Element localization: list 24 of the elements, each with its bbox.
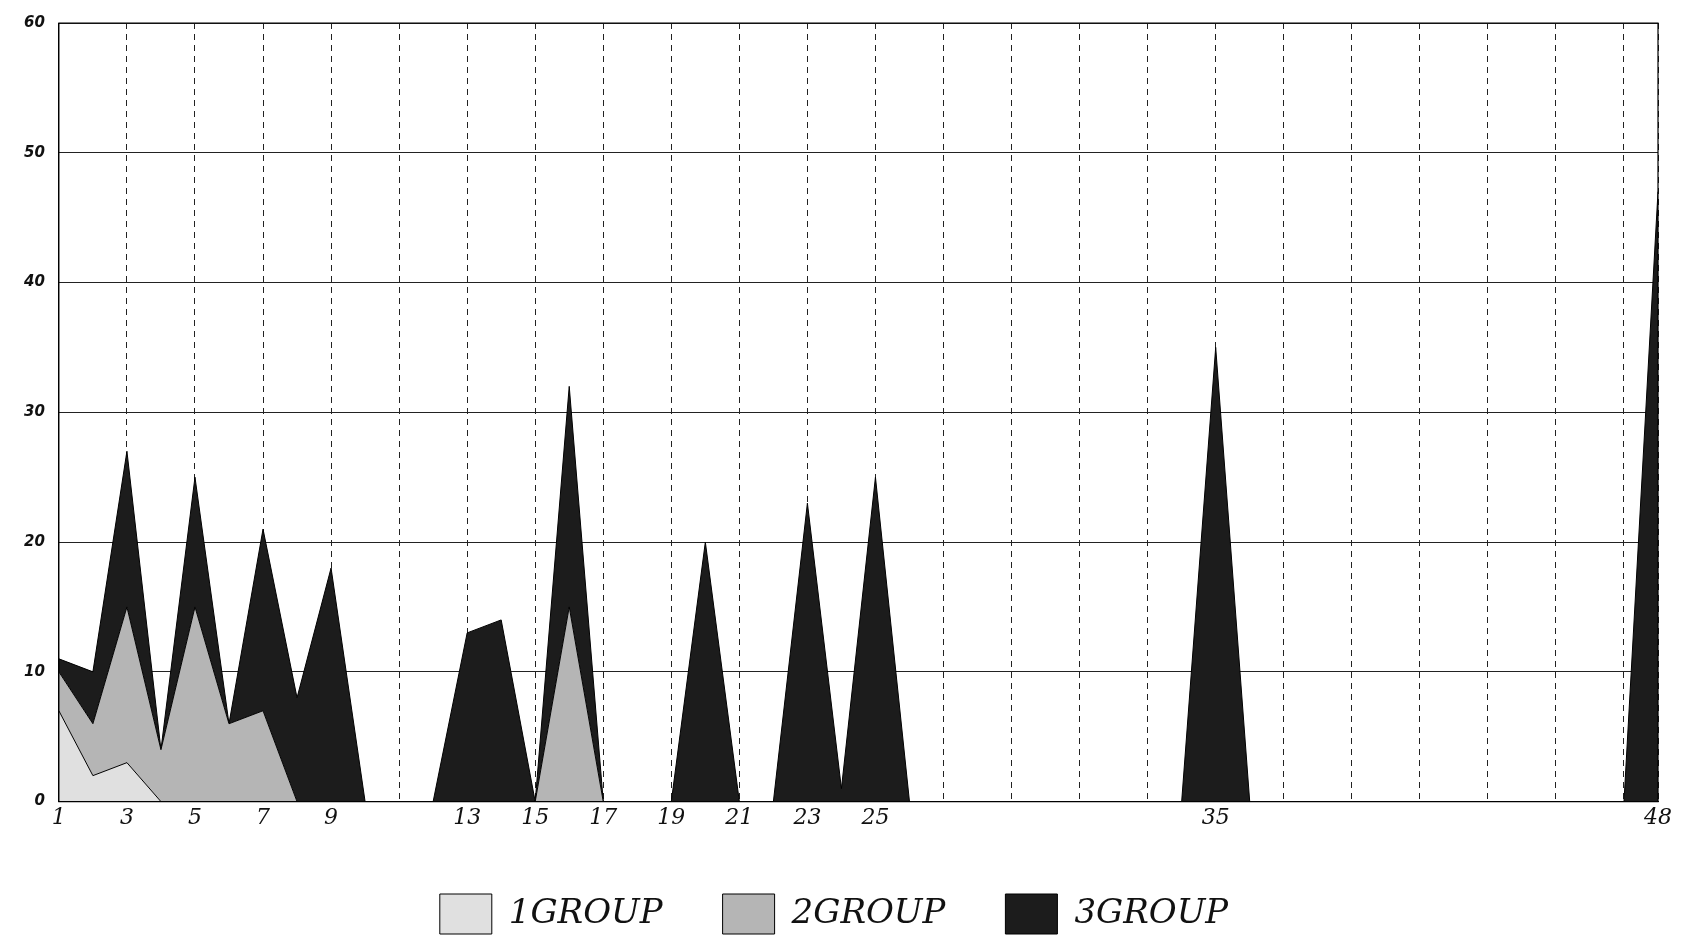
legend-label: 3GROUP [1074,890,1230,931]
y-tick-label: 40 [23,272,45,291]
y-tick-label: 60 [24,12,45,31]
x-tick-label: 25 [860,803,890,829]
x-tick-label: 5 [187,803,202,829]
x-tick-label: 17 [589,803,618,829]
y-tick-label: 50 [24,142,45,161]
x-tick-label: 19 [657,803,686,829]
x-tick-label: 15 [521,803,550,829]
x-tick-label: 21 [724,803,754,829]
x-tick-label: 1 [51,803,66,829]
x-tick-label: 3 [119,803,134,829]
y-tick-label: 30 [24,402,45,421]
y-tick-label: 20 [24,531,45,550]
legend-label: 1GROUP [508,890,664,931]
x-tick-label: 13 [453,803,482,829]
y-tick-label: 10 [24,661,45,680]
legend-label: 2GROUP [790,890,947,931]
x-tick-label: 7 [256,803,271,829]
x-tick-label: 35 [1201,803,1230,829]
x-tick-label: 23 [792,803,822,829]
y-tick-label: 0 [34,791,45,810]
x-tick-label: 48 [1643,803,1672,829]
x-tick-label: 9 [324,803,339,829]
